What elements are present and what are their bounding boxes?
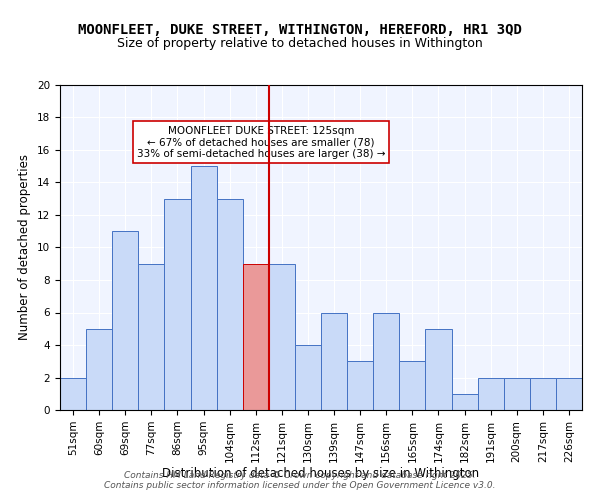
Text: MOONFLEET DUKE STREET: 125sqm
← 67% of detached houses are smaller (78)
33% of s: MOONFLEET DUKE STREET: 125sqm ← 67% of d…: [137, 126, 385, 159]
Bar: [373, 312, 400, 410]
Bar: [86, 329, 112, 410]
Bar: [60, 378, 86, 410]
Text: Size of property relative to detached houses in Withington: Size of property relative to detached ho…: [117, 38, 483, 51]
Bar: [530, 378, 556, 410]
Bar: [242, 264, 269, 410]
Bar: [478, 378, 504, 410]
Bar: [139, 264, 164, 410]
Text: MOONFLEET, DUKE STREET, WITHINGTON, HEREFORD, HR1 3QD: MOONFLEET, DUKE STREET, WITHINGTON, HERE…: [78, 22, 522, 36]
Y-axis label: Number of detached properties: Number of detached properties: [19, 154, 31, 340]
Bar: [347, 361, 373, 410]
X-axis label: Distribution of detached houses by size in Withington: Distribution of detached houses by size …: [163, 468, 479, 480]
Text: Contains HM Land Registry data © Crown copyright and database right 2025.
Contai: Contains HM Land Registry data © Crown c…: [104, 470, 496, 490]
Bar: [452, 394, 478, 410]
Bar: [191, 166, 217, 410]
Bar: [295, 345, 321, 410]
Bar: [504, 378, 530, 410]
Bar: [425, 329, 452, 410]
Bar: [217, 198, 243, 410]
Bar: [164, 198, 191, 410]
Bar: [321, 312, 347, 410]
Bar: [269, 264, 295, 410]
Bar: [112, 231, 139, 410]
Bar: [556, 378, 582, 410]
Bar: [400, 361, 425, 410]
